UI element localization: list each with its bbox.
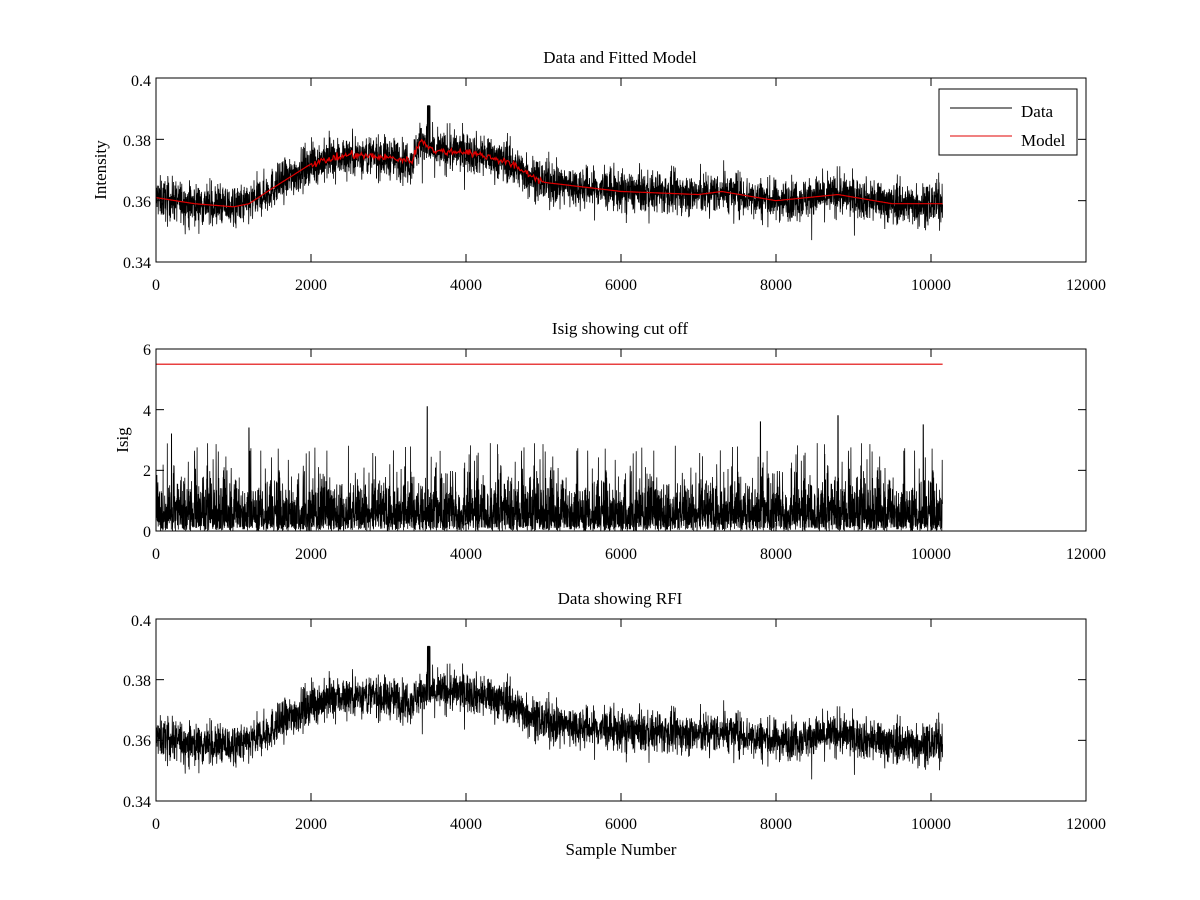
x-tick-label: 12000 xyxy=(1066,816,1106,833)
subplot-3-y-tick-labels: 0.34 0.36 0.38 0.4 xyxy=(123,613,151,811)
subplot-3-title: Data showing RFI xyxy=(558,589,683,608)
subplot-1-ticks xyxy=(155,77,1087,263)
y-tick-label: 0 xyxy=(143,524,151,541)
series-data-line xyxy=(155,105,943,241)
subplot-2-ticks xyxy=(155,348,1087,532)
subplot-data-and-fitted-model: Data and Fitted Model 0 2000 4000 6000 8… xyxy=(91,48,1106,294)
x-tick-label: 12000 xyxy=(1066,546,1106,563)
x-tick-label: 0 xyxy=(152,546,160,563)
legend-label-model: Model xyxy=(1021,131,1066,150)
x-tick-label: 4000 xyxy=(450,277,482,294)
x-tick-label: 0 xyxy=(152,816,160,833)
x-tick-label: 6000 xyxy=(605,816,637,833)
x-tick-label: 2000 xyxy=(295,546,327,563)
x-tick-label: 10000 xyxy=(911,277,951,294)
legend: Data Model xyxy=(938,88,1078,156)
subplot-3-x-axis-label: Sample Number xyxy=(566,840,677,859)
subplot-2-plot-area xyxy=(155,363,943,532)
y-tick-label: 6 xyxy=(143,342,151,359)
x-tick-label: 0 xyxy=(152,277,160,294)
subplot-2-x-tick-labels: 0 2000 4000 6000 8000 10000 12000 xyxy=(152,546,1106,563)
subplot-3-plot-area xyxy=(155,645,943,780)
legend-box xyxy=(938,88,1078,156)
x-tick-label: 6000 xyxy=(605,277,637,294)
x-tick-label: 10000 xyxy=(911,546,951,563)
subplot-2-y-tick-labels: 0 2 4 6 xyxy=(143,342,151,541)
y-tick-label: 4 xyxy=(143,403,151,420)
x-tick-label: 10000 xyxy=(911,816,951,833)
y-tick-label: 0.36 xyxy=(123,194,151,211)
y-tick-label: 0.38 xyxy=(123,673,151,690)
x-tick-label: 2000 xyxy=(295,816,327,833)
subplot-3-x-tick-labels: 0 2000 4000 6000 8000 10000 12000 xyxy=(152,816,1106,833)
y-tick-label: 0.4 xyxy=(131,613,151,630)
subplot-1-x-tick-labels: 0 2000 4000 6000 8000 10000 12000 xyxy=(152,277,1106,294)
y-tick-label: 0.4 xyxy=(131,73,151,90)
x-tick-label: 2000 xyxy=(295,277,327,294)
subplot-isig-cut-off: Isig showing cut off 0 2000 4000 6000 80… xyxy=(113,319,1106,563)
y-tick-label: 0.34 xyxy=(123,255,151,272)
series-rfi-data-line xyxy=(155,645,943,780)
y-tick-label: 0.38 xyxy=(123,133,151,150)
x-tick-label: 12000 xyxy=(1066,277,1106,294)
series-isig-line xyxy=(155,406,943,532)
legend-label-data: Data xyxy=(1021,102,1054,121)
subplot-1-y-axis-label: Intensity xyxy=(91,140,110,200)
x-tick-label: 8000 xyxy=(760,816,792,833)
x-tick-label: 6000 xyxy=(605,546,637,563)
y-tick-label: 2 xyxy=(143,463,151,480)
x-tick-label: 8000 xyxy=(760,277,792,294)
x-tick-label: 4000 xyxy=(450,816,482,833)
subplot-data-showing-rfi: Data showing RFI 0 2000 4000 6000 8000 1… xyxy=(123,589,1106,859)
x-tick-label: 8000 xyxy=(760,546,792,563)
subplot-1-y-tick-labels: 0.34 0.36 0.38 0.4 xyxy=(123,73,151,272)
subplot-1-plot-area xyxy=(155,105,943,241)
subplot-3-ticks xyxy=(155,618,1087,802)
subplot-2-title: Isig showing cut off xyxy=(552,319,688,338)
x-tick-label: 4000 xyxy=(450,546,482,563)
subplot-1-title: Data and Fitted Model xyxy=(543,48,697,67)
subplot-2-y-axis-label: Isig xyxy=(113,427,132,453)
y-tick-label: 0.36 xyxy=(123,733,151,750)
series-model-line xyxy=(155,138,943,208)
y-tick-label: 0.34 xyxy=(123,794,151,811)
